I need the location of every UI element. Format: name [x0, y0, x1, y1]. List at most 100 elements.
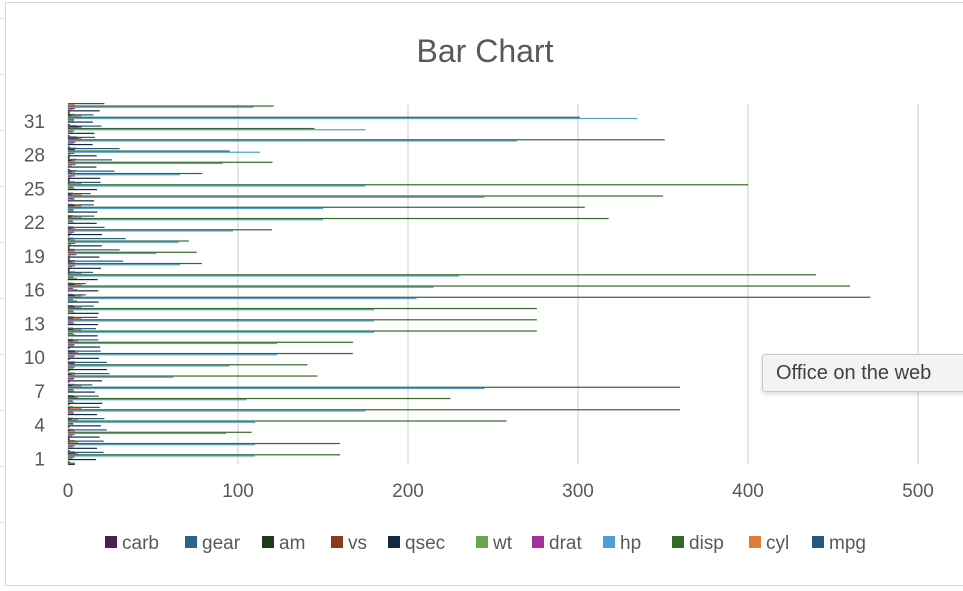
bar-am-32[interactable]: [68, 112, 70, 114]
bar-drat-12[interactable]: [68, 332, 74, 335]
bar-cyl-25[interactable]: [68, 182, 82, 185]
bar-disp-15[interactable]: [68, 296, 871, 298]
bar-gear-8[interactable]: [68, 383, 75, 386]
bar-mpg-28[interactable]: [68, 148, 120, 150]
bar-cyl-12[interactable]: [68, 329, 82, 331]
bar-vs-32[interactable]: [68, 111, 70, 113]
bar-gear-4[interactable]: [68, 428, 74, 431]
bar-hp-17[interactable]: [68, 275, 459, 277]
bar-disp-23[interactable]: [68, 206, 585, 208]
bar-carb-19[interactable]: [68, 261, 72, 263]
bar-gear-13[interactable]: [68, 327, 74, 329]
bar-drat-21[interactable]: [68, 231, 75, 233]
bar-mpg-3[interactable]: [68, 429, 107, 431]
bar-gear-12[interactable]: [68, 338, 74, 341]
bar-qsec-8[interactable]: [68, 380, 102, 382]
bar-disp-17[interactable]: [68, 274, 816, 276]
bar-hp-11[interactable]: [68, 342, 278, 345]
bar-carb-16[interactable]: [68, 295, 75, 297]
bar-qsec-30[interactable]: [68, 132, 95, 134]
bar-carb-25[interactable]: [68, 193, 72, 195]
bar-am-30[interactable]: [68, 135, 70, 137]
bar-am-26[interactable]: [68, 180, 70, 182]
bar-qsec-4[interactable]: [68, 425, 102, 427]
bar-hp-7[interactable]: [68, 387, 485, 390]
bar-cyl-3[interactable]: [68, 430, 75, 432]
bar-wt-29[interactable]: [68, 142, 74, 144]
bar-disp-14[interactable]: [68, 307, 537, 310]
bar-qsec-2[interactable]: [68, 447, 97, 449]
bar-hp-5[interactable]: [68, 410, 366, 412]
bar-drat-4[interactable]: [68, 422, 74, 425]
bar-wt-28[interactable]: [68, 154, 71, 156]
bar-am-20[interactable]: [68, 247, 70, 249]
bar-disp-31[interactable]: [68, 116, 580, 118]
bar-gear-27[interactable]: [68, 170, 77, 172]
bar-mpg-24[interactable]: [68, 193, 91, 195]
bar-wt-21[interactable]: [68, 232, 73, 234]
bar-cyl-24[interactable]: [68, 194, 82, 196]
bar-carb-29[interactable]: [68, 148, 75, 150]
bar-mpg-19[interactable]: [68, 249, 120, 251]
bar-drat-27[interactable]: [68, 164, 76, 166]
bar-qsec-6[interactable]: [68, 402, 103, 404]
bar-gear-11[interactable]: [68, 350, 75, 352]
bar-qsec-15[interactable]: [68, 301, 99, 303]
bar-gear-2[interactable]: [68, 451, 75, 453]
bar-carb-17[interactable]: [68, 283, 75, 285]
bar-gear-21[interactable]: [68, 237, 74, 239]
bar-carb-23[interactable]: [68, 216, 72, 218]
bar-hp-6[interactable]: [68, 399, 247, 401]
bar-gear-15[interactable]: [68, 305, 74, 307]
bar-carb-13[interactable]: [68, 328, 74, 330]
bar-qsec-25[interactable]: [68, 188, 97, 191]
bar-disp-4[interactable]: [68, 420, 507, 422]
bar-wt-6[interactable]: [68, 401, 74, 403]
bar-wt-24[interactable]: [68, 199, 75, 201]
bar-qsec-20[interactable]: [68, 245, 102, 247]
bar-am-31[interactable]: [68, 123, 70, 126]
bar-carb-12[interactable]: [68, 340, 74, 342]
bar-gear-29[interactable]: [68, 147, 77, 149]
bar-mpg-27[interactable]: [68, 159, 113, 161]
bar-cyl-2[interactable]: [68, 441, 79, 443]
bar-drat-16[interactable]: [68, 287, 74, 290]
bar-mpg-9[interactable]: [68, 361, 107, 363]
bar-wt-2[interactable]: [68, 446, 73, 448]
bar-wt-1[interactable]: [68, 457, 73, 459]
bar-drat-31[interactable]: [68, 119, 75, 121]
bar-gear-23[interactable]: [68, 215, 74, 217]
bar-drat-30[interactable]: [68, 130, 75, 132]
bar-qsec-17[interactable]: [68, 278, 98, 281]
bar-hp-26[interactable]: [68, 174, 181, 176]
bar-mpg-23[interactable]: [68, 204, 94, 206]
bar-vs-6[interactable]: [68, 403, 70, 406]
bar-hp-27[interactable]: [68, 162, 223, 165]
bar-vs-19[interactable]: [68, 257, 70, 259]
bar-disp-18[interactable]: [68, 262, 202, 265]
bar-drat-5[interactable]: [68, 411, 74, 413]
bar-vs-4[interactable]: [68, 426, 70, 428]
bar-disp-22[interactable]: [68, 217, 609, 220]
bar-disp-16[interactable]: [68, 285, 850, 287]
bar-drat-25[interactable]: [68, 186, 74, 188]
bar-carb-1[interactable]: [68, 463, 75, 465]
bar-hp-24[interactable]: [68, 196, 485, 198]
bar-cyl-19[interactable]: [68, 250, 75, 252]
bar-vs-10[interactable]: [68, 358, 70, 361]
bar-wt-31[interactable]: [68, 120, 75, 122]
bar-qsec-31[interactable]: [68, 121, 93, 123]
bar-gear-24[interactable]: [68, 203, 74, 206]
bar-drat-9[interactable]: [68, 366, 75, 368]
bar-hp-25[interactable]: [68, 185, 366, 187]
bar-drat-32[interactable]: [68, 107, 75, 110]
bar-wt-5[interactable]: [68, 412, 74, 414]
bar-mpg-32[interactable]: [68, 103, 105, 105]
bar-carb-5[interactable]: [68, 418, 72, 420]
bar-mpg-17[interactable]: [68, 271, 93, 273]
bar-wt-10[interactable]: [68, 356, 74, 358]
bar-hp-16[interactable]: [68, 286, 434, 288]
bar-disp-3[interactable]: [68, 431, 252, 433]
bar-gear-16[interactable]: [68, 293, 74, 296]
bar-carb-4[interactable]: [68, 430, 70, 432]
